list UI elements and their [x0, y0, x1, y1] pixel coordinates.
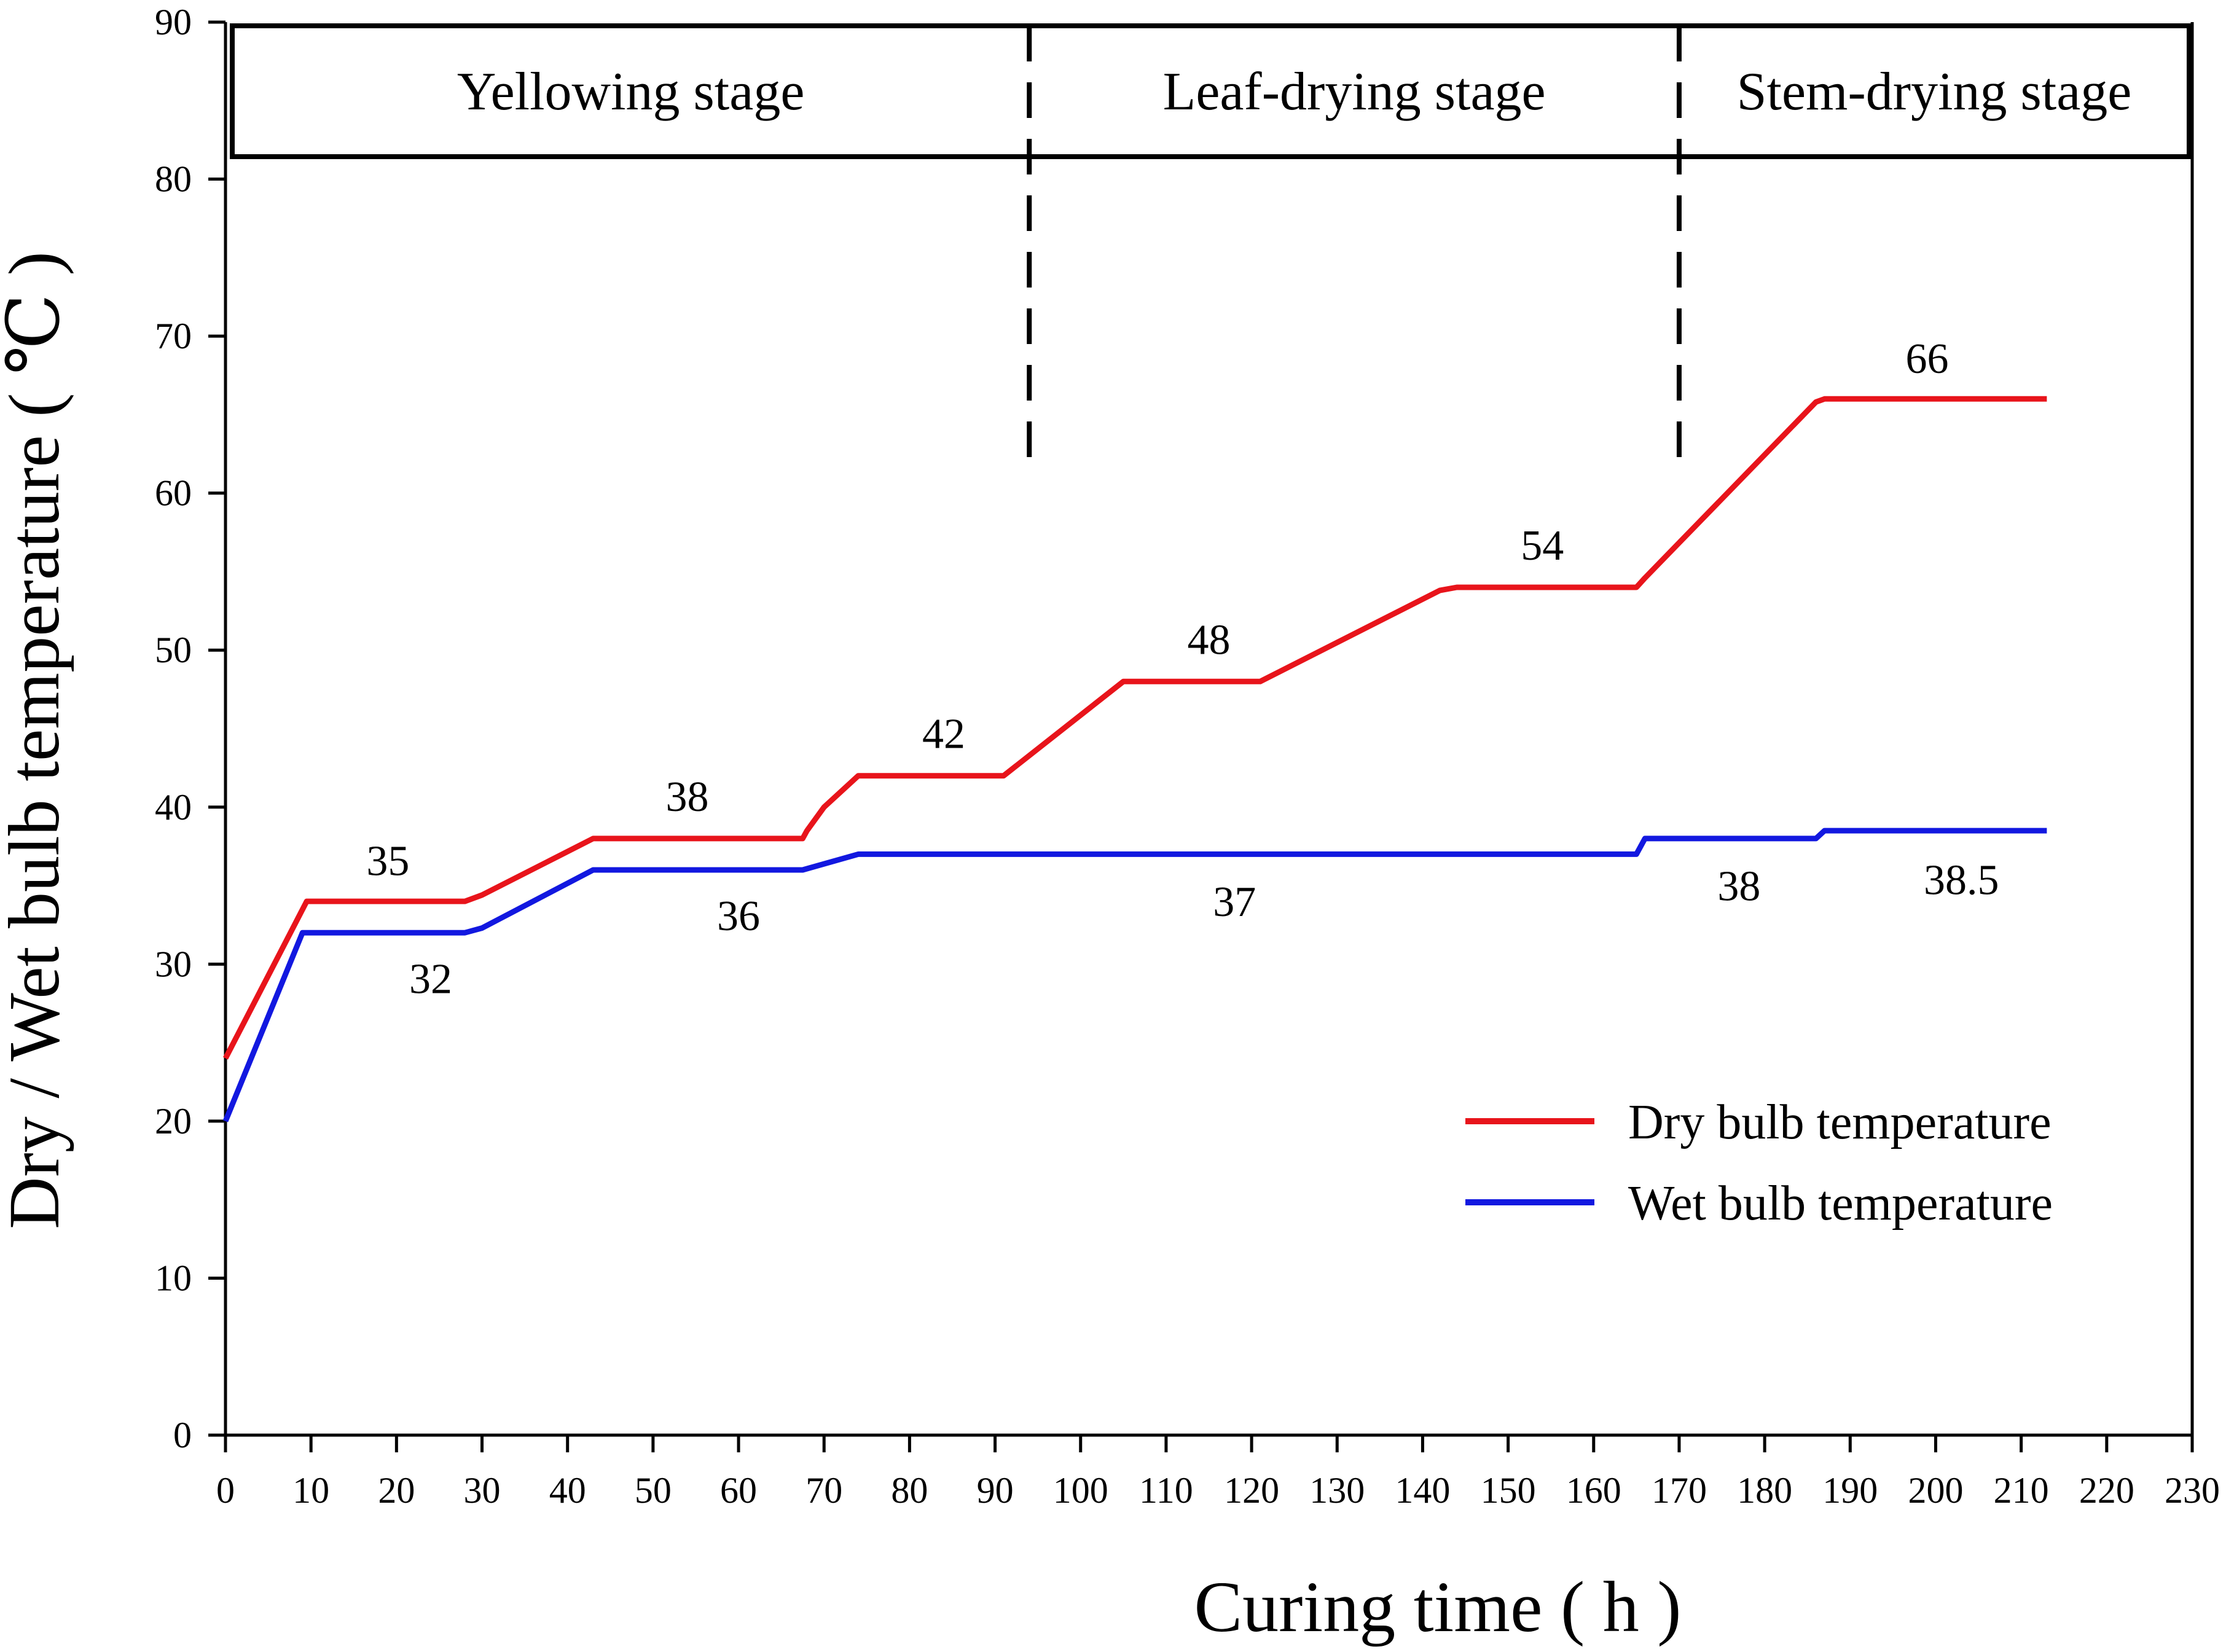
x-tick-label: 200 — [1908, 1470, 1963, 1511]
data-label: 42 — [922, 711, 965, 758]
x-tick-label: 230 — [2165, 1470, 2220, 1511]
x-tick-label: 10 — [292, 1470, 329, 1511]
y-tick-label: 80 — [155, 159, 192, 200]
data-label: 48 — [1188, 616, 1231, 664]
x-tick-label: 70 — [805, 1470, 842, 1511]
data-label: 66 — [1906, 335, 1949, 383]
y-axis-title: Dry / Wet bulb temperature ( ℃ ) — [0, 251, 74, 1229]
legend-label: Wet bulb temperature — [1628, 1176, 2053, 1231]
x-tick-label: 50 — [635, 1470, 672, 1511]
x-tick-label: 180 — [1737, 1470, 1792, 1511]
series-lines — [222, 396, 2047, 1122]
value-annotations: 35 38 42 48 54 66 32 36 37 38 38.5 — [366, 335, 1999, 1003]
x-tick-label: 80 — [891, 1470, 928, 1511]
data-label: 38 — [1717, 863, 1760, 910]
y-tick-label: 60 — [155, 473, 192, 514]
x-tick-label: 160 — [1566, 1470, 1621, 1511]
data-label: 38 — [666, 773, 709, 821]
x-tick-label: 170 — [1652, 1470, 1707, 1511]
y-tick-label: 40 — [155, 787, 192, 828]
stage-header-box — [230, 23, 2192, 159]
series-line-wet-bulb — [222, 828, 2047, 1122]
data-label: 36 — [717, 893, 760, 940]
x-tick-label: 220 — [2079, 1470, 2134, 1511]
stage-header: Yellowing stage Leaf-drying stage Stem-dry… — [230, 23, 2192, 461]
x-tick-label: 100 — [1053, 1470, 1108, 1511]
x-tick-label: 90 — [977, 1470, 1014, 1511]
data-label: 54 — [1521, 522, 1564, 570]
x-tick-label: 110 — [1139, 1470, 1193, 1511]
y-tick-label: 90 — [155, 2, 192, 42]
x-tick-label: 20 — [378, 1470, 415, 1511]
stage-label: Yellowing stage — [457, 62, 805, 122]
y-tick-label: 50 — [155, 630, 192, 670]
stage-label: Leaf-drying stage — [1163, 62, 1546, 122]
stage-label: Stem-drying stage — [1737, 62, 2132, 122]
y-tick-label: 10 — [155, 1258, 192, 1298]
x-tick-label: 30 — [464, 1470, 501, 1511]
data-label: 37 — [1213, 879, 1256, 926]
x-tick-label: 130 — [1309, 1470, 1365, 1511]
x-tick-label: 120 — [1224, 1470, 1279, 1511]
y-tick-label: 0 — [173, 1415, 192, 1455]
legend-label: Dry bulb temperature — [1628, 1095, 2052, 1149]
data-label: 35 — [366, 838, 409, 885]
data-label: 32 — [409, 955, 452, 1003]
x-tick-label: 0 — [216, 1470, 235, 1511]
y-tick-label: 20 — [155, 1101, 192, 1141]
x-tick-label: 190 — [1822, 1470, 1878, 1511]
x-tick-label: 150 — [1481, 1470, 1536, 1511]
x-tick-label: 60 — [720, 1470, 757, 1511]
data-label: 38.5 — [1924, 856, 1999, 904]
x-axis-title: Curing time ( h ) — [1194, 1567, 1681, 1647]
x-tick-label: 210 — [1994, 1470, 2049, 1511]
series-line-dry-bulb — [223, 396, 2047, 1060]
x-tick-label: 40 — [549, 1470, 586, 1511]
y-tick-label: 70 — [155, 316, 192, 356]
y-tick-label: 30 — [155, 944, 192, 984]
legend: Dry bulb temperature Wet bulb temperature — [1465, 1095, 2053, 1231]
x-tick-label: 140 — [1395, 1470, 1450, 1511]
